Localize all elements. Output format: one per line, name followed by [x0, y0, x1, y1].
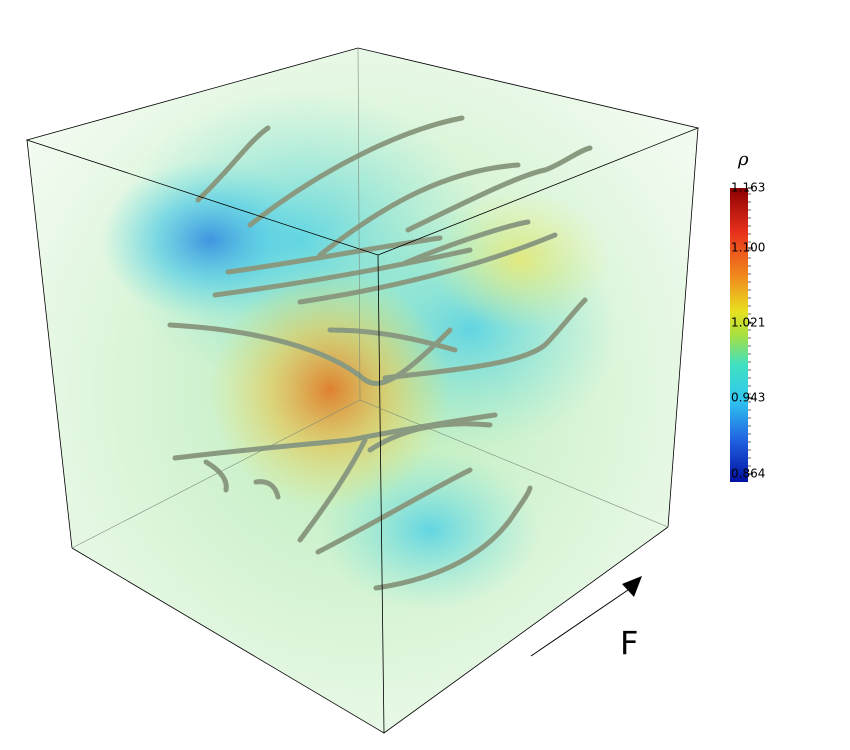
colorbar-label: 1.100 [731, 241, 765, 255]
cube-edges [25, 47, 700, 734]
arrow-label: F [620, 624, 638, 662]
colorbar-label: 1.163 [731, 181, 765, 195]
colorbar-label: 1.021 [731, 316, 765, 330]
force-arrow: F [530, 576, 642, 662]
volume [27, 48, 698, 733]
colorbar-label: 0.864 [731, 467, 765, 481]
colorbar-label: 0.943 [731, 391, 765, 405]
colorbar-title: ρ [737, 149, 749, 170]
colorbar: ρ 1.163 1.100 1.021 0.943 0.864 [730, 149, 765, 482]
colorbar-gradient [730, 188, 748, 482]
